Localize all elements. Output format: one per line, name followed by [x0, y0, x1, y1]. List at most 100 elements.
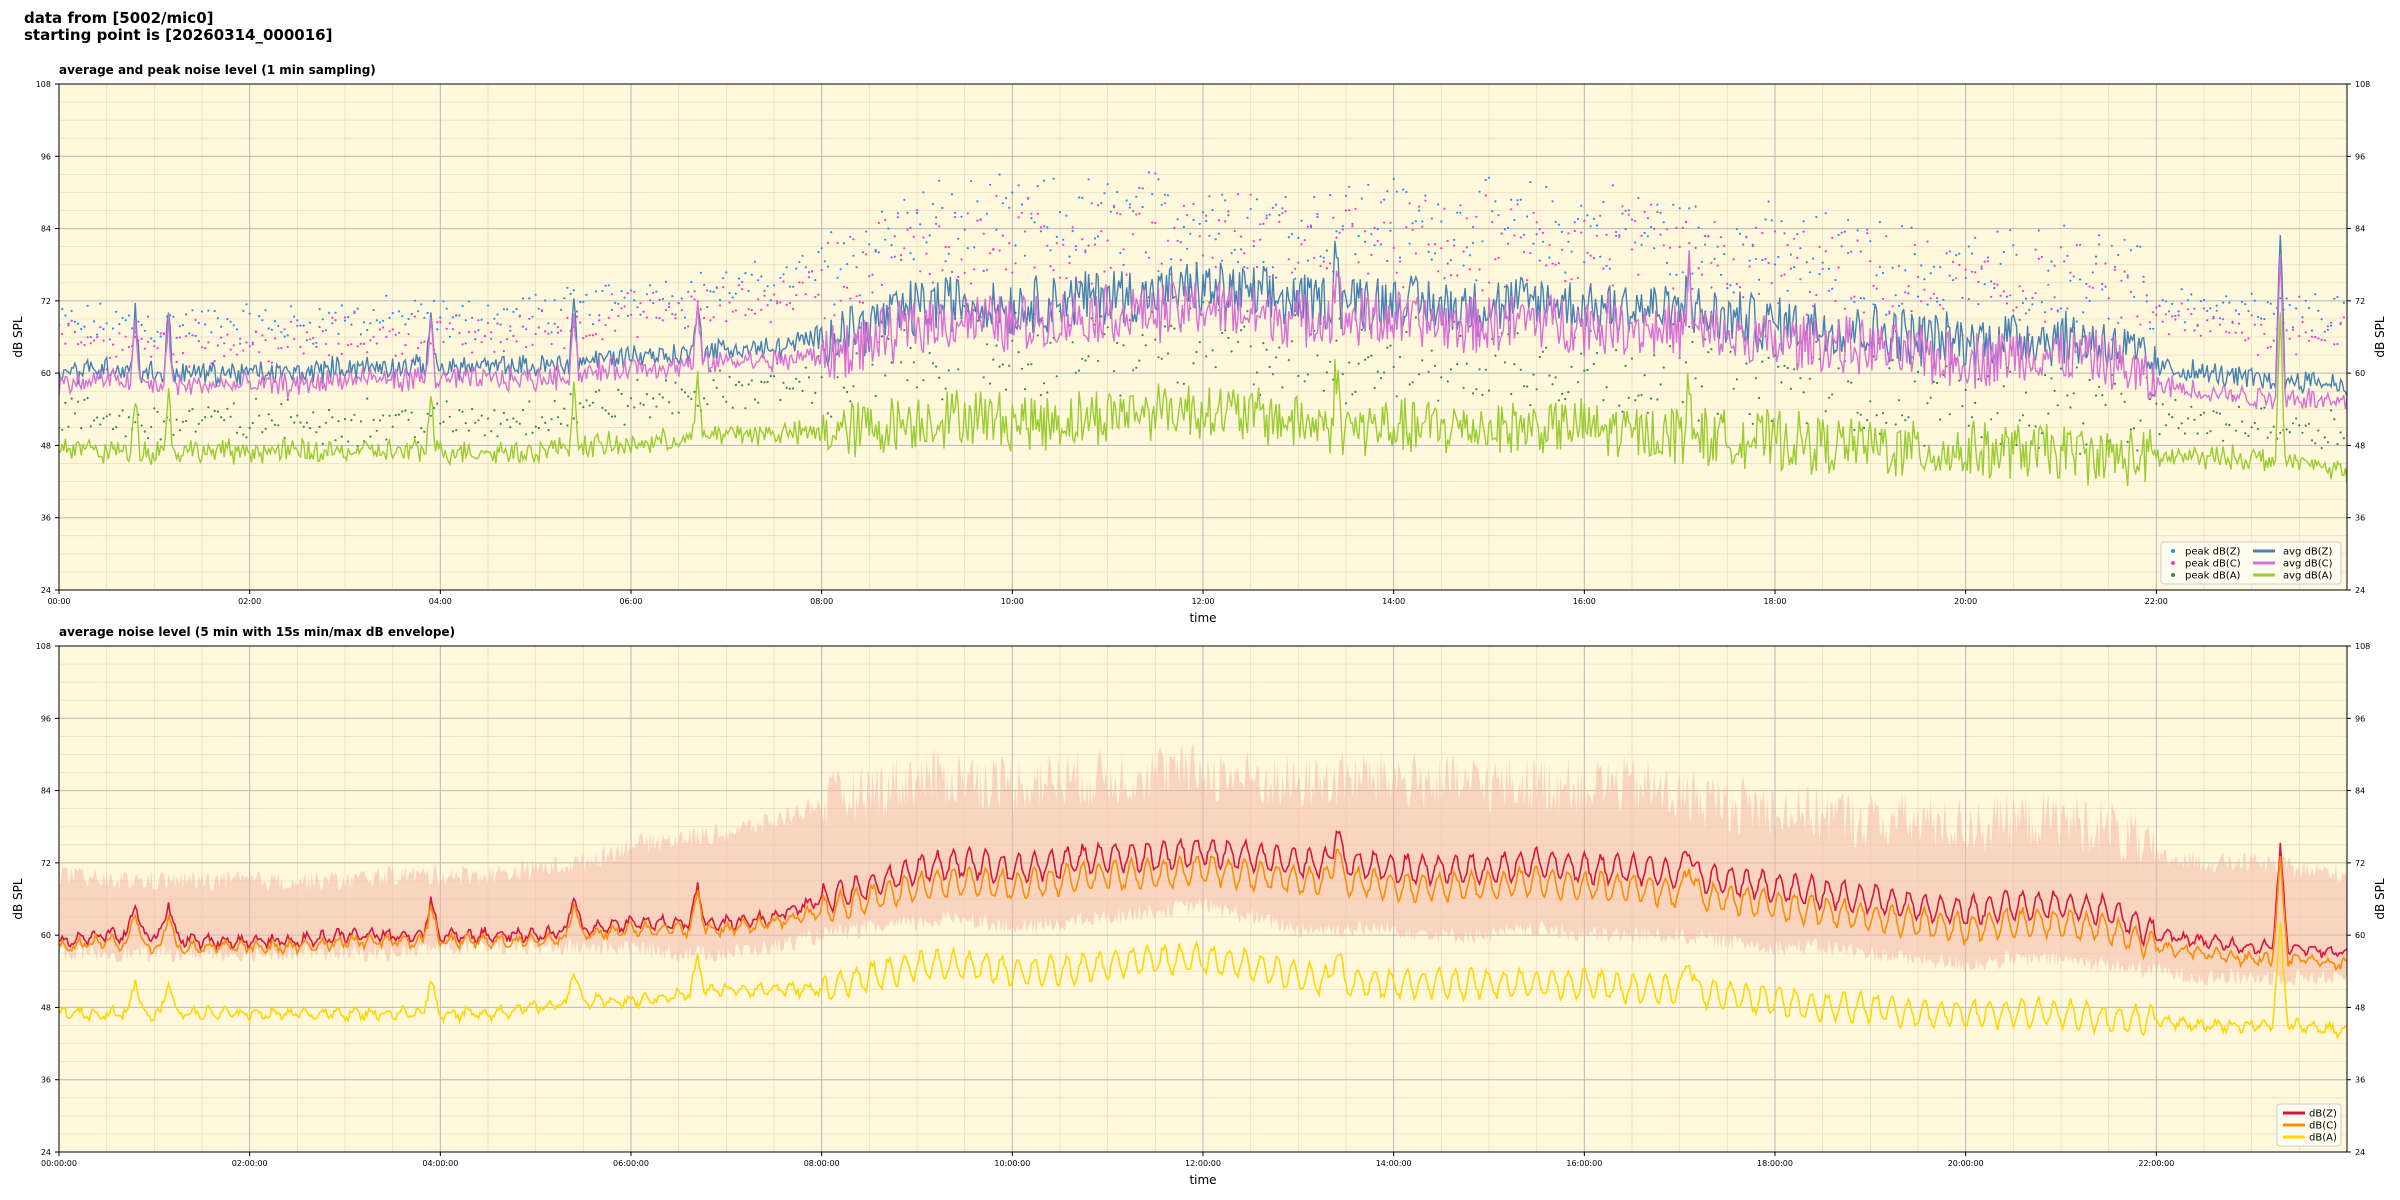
peak-point [1592, 257, 1595, 260]
peak-point [1700, 260, 1703, 263]
peak-point [493, 317, 496, 320]
peak-point [286, 334, 289, 337]
peak-point [315, 345, 318, 348]
peak-point [1227, 210, 1230, 213]
peak-point [931, 281, 935, 284]
peak-point [1532, 242, 1535, 245]
peak-point [153, 407, 156, 410]
peak-point [1316, 215, 1319, 219]
peak-point [1723, 252, 1726, 256]
peak-point [1615, 234, 1618, 237]
peak-point [598, 389, 601, 392]
x-tick-label: 12:00 [1191, 597, 1214, 606]
peak-point [2012, 244, 2015, 247]
peak-point [2260, 317, 2263, 320]
peak-point [1805, 261, 1808, 264]
peak-point [537, 307, 540, 310]
peak-point [1144, 251, 1147, 254]
peak-point [1583, 369, 1586, 372]
peak-point [1866, 228, 1869, 231]
peak-point [2279, 431, 2282, 434]
peak-point [610, 415, 614, 418]
peak-point [1773, 230, 1777, 233]
peak-point [1030, 363, 1033, 366]
peak-point [1561, 392, 1564, 395]
peak-point [267, 327, 270, 330]
peak-point [2247, 337, 2250, 340]
peak-point [280, 331, 283, 334]
peak-point [509, 325, 512, 328]
peak-point [2126, 276, 2129, 279]
peak-point [331, 322, 334, 325]
peak-point [1373, 244, 1376, 247]
peak-point [1329, 262, 1332, 265]
chart-title: average and peak noise level (1 min samp… [59, 63, 376, 77]
peak-point [64, 314, 67, 317]
peak-point [515, 420, 518, 423]
peak-point [1433, 243, 1437, 246]
peak-point [251, 341, 254, 344]
peak-point [1303, 239, 1306, 242]
peak-point [2212, 410, 2215, 413]
peak-point [737, 284, 741, 287]
peak-point [61, 332, 64, 336]
peak-point [607, 316, 610, 319]
peak-point [1850, 297, 1853, 300]
peak-point [1386, 190, 1389, 193]
peak-point [1583, 219, 1586, 222]
peak-point [216, 344, 219, 347]
peak-point [617, 388, 620, 391]
peak-point [747, 308, 750, 311]
peak-point [2272, 339, 2275, 342]
peak-point [2310, 439, 2314, 442]
peak-point [836, 276, 839, 279]
peak-point [2225, 295, 2228, 298]
peak-point [92, 339, 96, 342]
peak-point [2304, 299, 2307, 302]
peak-point [683, 391, 687, 394]
peak-point [1443, 277, 1446, 280]
peak-point [1567, 391, 1570, 394]
peak-point [2314, 442, 2317, 445]
peak-point [779, 301, 782, 304]
peak-point [258, 315, 261, 318]
peak-point [553, 299, 556, 302]
peak-point [2113, 382, 2117, 385]
peak-point [979, 218, 982, 222]
peak-point [1907, 285, 1910, 288]
peak-point [677, 301, 680, 305]
peak-point [1916, 275, 1920, 279]
peak-point [178, 325, 181, 328]
peak-point [1106, 183, 1109, 186]
peak-point [1036, 212, 1039, 215]
peak-point [89, 336, 92, 339]
peak-point [2174, 318, 2177, 321]
peak-point [795, 294, 798, 297]
y-tick-label-left: 108 [36, 80, 51, 89]
peak-point [2031, 303, 2034, 306]
peak-point [2031, 296, 2034, 300]
peak-point [1290, 232, 1294, 236]
peak-point [2237, 405, 2241, 408]
peak-point [1885, 313, 1888, 316]
peak-point [127, 345, 130, 349]
peak-point [1252, 383, 1255, 386]
peak-point [2231, 320, 2234, 323]
peak-point [254, 397, 258, 400]
peak-point [2120, 316, 2123, 319]
peak-point [274, 423, 277, 426]
peak-point [1316, 212, 1319, 216]
peak-point [1561, 230, 1564, 233]
peak-point [191, 309, 194, 312]
peak-point [1646, 235, 1649, 238]
peak-point [1456, 274, 1459, 277]
peak-point [766, 380, 769, 384]
peak-point [143, 430, 146, 433]
peak-point [1154, 172, 1157, 175]
peak-point [1049, 341, 1052, 344]
peak-point [652, 291, 655, 295]
peak-point [2040, 301, 2043, 304]
peak-point [950, 270, 954, 274]
peak-point [585, 335, 588, 338]
peak-point [1392, 246, 1395, 250]
